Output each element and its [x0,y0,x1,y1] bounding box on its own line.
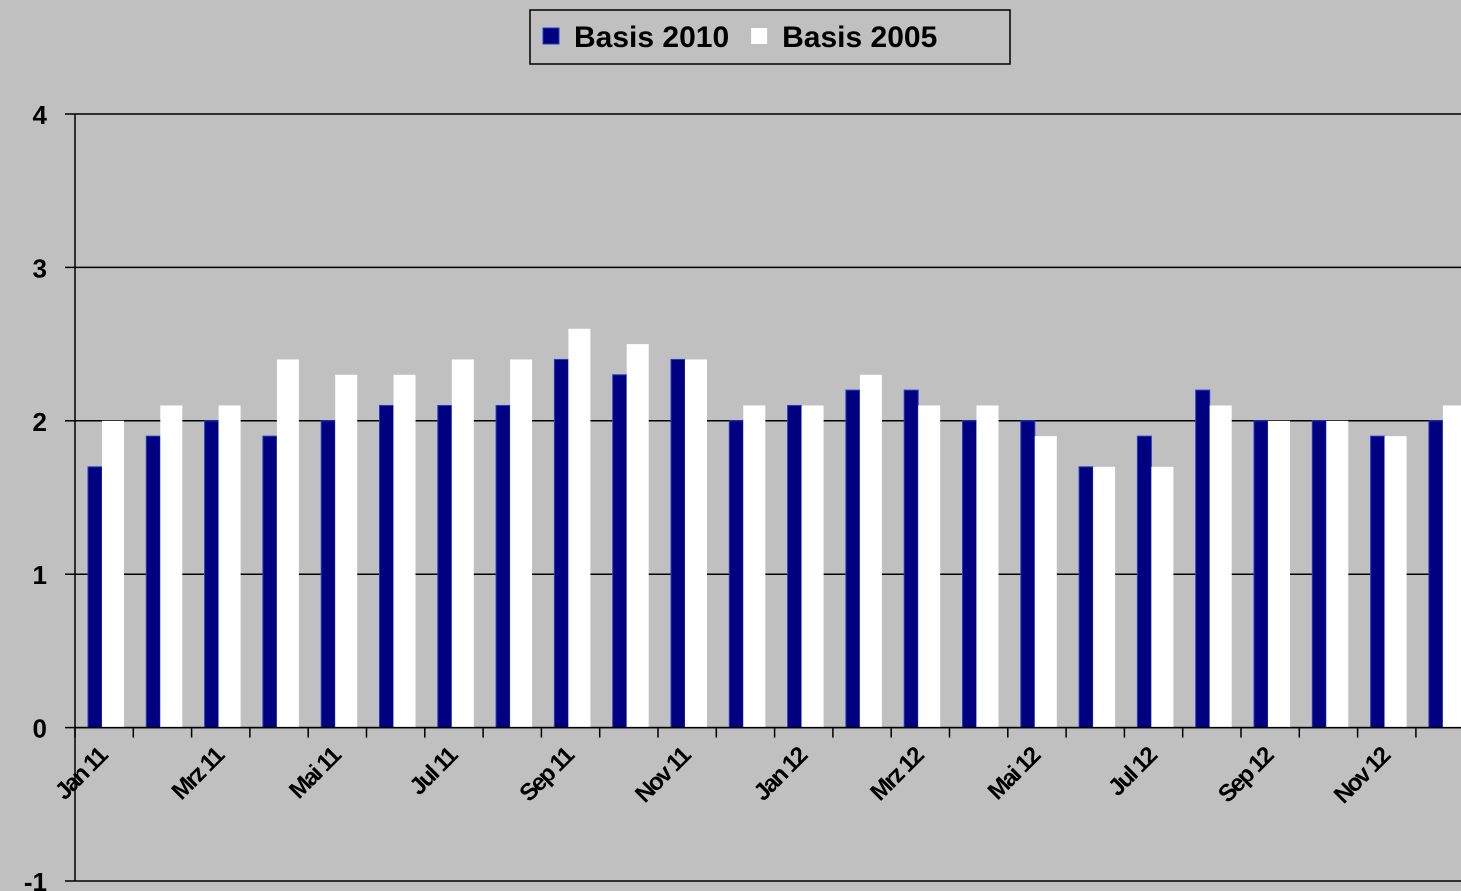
bar [801,405,824,728]
bar [510,359,533,728]
bar [1311,420,1327,729]
bar [1268,420,1290,728]
bar [204,420,220,729]
bar [145,435,161,729]
legend-swatch [542,27,560,45]
bar [553,358,569,729]
y-tick-label: 4 [33,100,48,130]
bar [437,404,453,729]
bar [1136,435,1152,729]
legend-box [529,9,1011,65]
y-tick-label: 0 [33,714,47,744]
bar [685,359,707,728]
bar [335,374,358,728]
bar [87,466,103,729]
bar [1034,436,1057,728]
bar [1195,389,1211,729]
y-tick-label: -1 [24,867,47,891]
bar [379,404,394,729]
bar [495,404,511,729]
bar [962,420,977,729]
bar [1093,466,1116,728]
bar [1209,405,1232,728]
legend-label: Basis 2005 [782,21,937,54]
bar [845,389,861,729]
bar [1020,420,1036,729]
bar [859,374,882,728]
bar [728,420,744,729]
legend-swatch [751,28,768,44]
bar [1442,405,1461,728]
bar [1428,420,1444,729]
bar [451,359,474,728]
bar [160,405,183,728]
bar [1253,420,1269,729]
bar [903,389,919,729]
bar [262,435,278,729]
bar [612,374,628,729]
bar [918,405,941,728]
bar [320,420,336,729]
bar [276,359,299,728]
bar [393,374,416,728]
y-tick-label: 1 [33,560,47,590]
bar [1326,420,1349,728]
bar [1078,466,1094,729]
bar [568,328,591,728]
bar [626,344,649,728]
bar [1151,466,1174,728]
bar [787,404,803,729]
legend: Basis 2010 Basis 2005 [529,9,1011,65]
bar [102,420,124,728]
bar [218,405,241,728]
y-tick-label: 3 [33,253,47,283]
bar [1384,436,1407,728]
bar [743,405,766,728]
y-tick-label: 2 [33,407,47,437]
bar [976,405,999,728]
legend-label: Basis 2010 [574,21,729,54]
bar [1370,435,1386,729]
bar [670,358,686,729]
